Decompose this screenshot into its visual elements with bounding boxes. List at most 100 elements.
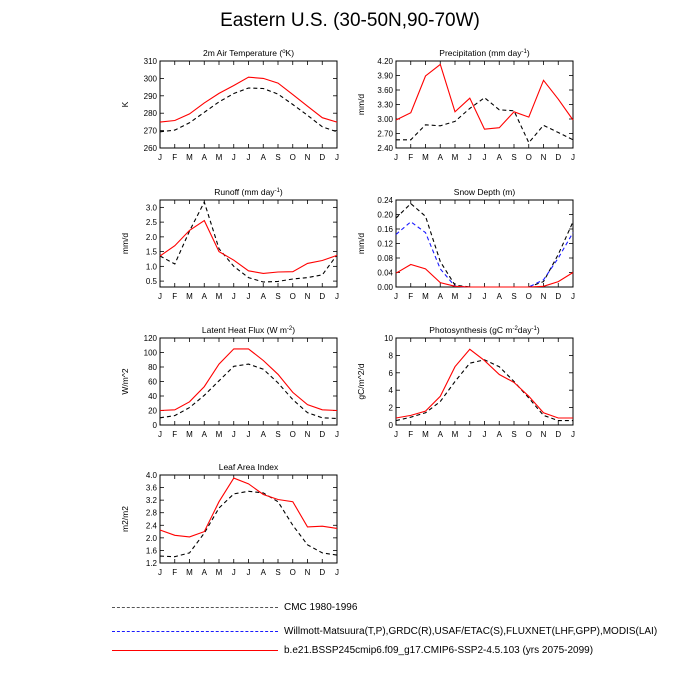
title-superscript: -2 bbox=[512, 326, 518, 332]
x-tick-label: J bbox=[483, 292, 487, 301]
title-segment: Photosynthesis (gC m bbox=[429, 325, 512, 335]
x-tick-label: M bbox=[186, 430, 193, 439]
x-tick-label: N bbox=[541, 153, 547, 162]
series-line-obs-black bbox=[395, 359, 573, 422]
x-tick-label: M bbox=[452, 153, 459, 162]
x-tick-label: O bbox=[290, 153, 296, 162]
y-tick-label: 270 bbox=[144, 127, 158, 136]
x-tick-label: J bbox=[571, 292, 575, 301]
series-line-obs-black bbox=[159, 200, 338, 283]
x-tick-label: D bbox=[319, 430, 325, 439]
panel-title: Latent Heat Flux (W m-2) bbox=[202, 325, 295, 335]
y-axis-label: mm/d bbox=[356, 94, 366, 116]
x-tick-label: A bbox=[202, 153, 208, 162]
plot-frame bbox=[159, 337, 338, 426]
y-tick-label: 3.90 bbox=[377, 72, 393, 81]
x-tick-label: A bbox=[438, 292, 444, 301]
title-segment: Leaf Area Index bbox=[219, 462, 279, 472]
x-tick-label: J bbox=[232, 568, 236, 577]
y-tick-label: 0.5 bbox=[146, 277, 158, 286]
series-line-obs-black bbox=[159, 363, 338, 420]
x-tick-label: J bbox=[335, 153, 339, 162]
y-tick-label: 4.0 bbox=[146, 471, 158, 480]
series-line-model bbox=[159, 477, 338, 538]
y-tick-label: 60 bbox=[148, 378, 157, 387]
panel-title: Photosynthesis (gC m-2day-1) bbox=[429, 325, 540, 335]
series-line-model bbox=[159, 219, 338, 274]
legend-swatch-model bbox=[112, 650, 278, 651]
x-tick-label: N bbox=[305, 430, 311, 439]
x-tick-label: D bbox=[319, 568, 325, 577]
x-tick-label: A bbox=[438, 430, 444, 439]
x-tick-label: D bbox=[555, 430, 561, 439]
legend-item-cmc: CMC 1980-1996 bbox=[112, 601, 692, 615]
legend-item-model: b.e21.BSSP245cmip6.f09_g17.CMIP6-SSP2-4.… bbox=[112, 644, 692, 658]
y-axis-label: m2/m2 bbox=[120, 506, 130, 532]
x-tick-label: J bbox=[394, 292, 398, 301]
x-tick-label: F bbox=[408, 292, 413, 301]
x-tick-label: J bbox=[158, 153, 162, 162]
y-tick-label: 20 bbox=[148, 407, 157, 416]
series-line-obs-black bbox=[159, 490, 338, 558]
x-tick-label: M bbox=[216, 153, 223, 162]
x-tick-label: M bbox=[216, 568, 223, 577]
x-tick-label: F bbox=[172, 153, 177, 162]
panel-leaf-area-index: Leaf Area Index m2/m2 1.2 1.6 2.0 2.4 2.8 3.2 3.… bbox=[120, 462, 339, 577]
y-tick-label: 2.0 bbox=[146, 534, 158, 543]
x-tick-label: N bbox=[541, 292, 547, 301]
x-tick-label: J bbox=[247, 568, 251, 577]
y-tick-label: 1.5 bbox=[146, 248, 158, 257]
x-tick-label: S bbox=[511, 430, 516, 439]
panel-title: Leaf Area Index bbox=[219, 462, 279, 472]
y-tick-label: 80 bbox=[148, 363, 157, 372]
title-superscript: -2 bbox=[287, 326, 293, 332]
x-tick-label: N bbox=[305, 568, 311, 577]
panel-title: Snow Depth (m) bbox=[454, 187, 516, 197]
title-segment: K) bbox=[286, 48, 295, 58]
series-line-obs-black bbox=[159, 87, 338, 133]
plot-frame bbox=[159, 199, 338, 288]
legend-label-cmc: CMC 1980-1996 bbox=[284, 602, 358, 613]
x-tick-label: A bbox=[261, 430, 267, 439]
y-tick-label: 310 bbox=[144, 57, 158, 66]
panel-title: Precipitation (mm day-1) bbox=[439, 48, 530, 58]
y-tick-label: 300 bbox=[144, 74, 158, 83]
y-tick-label: 6 bbox=[389, 369, 394, 378]
x-tick-label: J bbox=[394, 153, 398, 162]
x-tick-label: A bbox=[497, 153, 503, 162]
panel-snow-depth: Snow Depth (m) mm/d 0.00 0.04 0.08 0.12 0.16 0.… bbox=[356, 187, 575, 301]
y-tick-label: 2.70 bbox=[377, 130, 393, 139]
title-segment: ) bbox=[280, 187, 283, 197]
y-tick-label: 40 bbox=[148, 392, 157, 401]
legend-swatch-obs bbox=[112, 631, 278, 632]
y-tick-label: 0 bbox=[153, 421, 158, 430]
x-tick-label: S bbox=[511, 292, 516, 301]
y-tick-label: 280 bbox=[144, 109, 158, 118]
y-tick-label: 3.60 bbox=[377, 86, 393, 95]
x-tick-label: F bbox=[172, 292, 177, 301]
y-tick-label: 3.6 bbox=[146, 484, 158, 493]
y-tick-label: 8 bbox=[389, 351, 394, 360]
x-tick-label: J bbox=[571, 153, 575, 162]
x-tick-label: J bbox=[335, 568, 339, 577]
y-axis-label: mm/d bbox=[120, 233, 130, 255]
x-tick-label: O bbox=[526, 292, 532, 301]
x-tick-label: J bbox=[335, 292, 339, 301]
y-tick-label: 0.16 bbox=[377, 225, 393, 234]
x-tick-label: M bbox=[186, 568, 193, 577]
y-tick-label: 0.00 bbox=[377, 283, 393, 292]
y-tick-label: 0.24 bbox=[377, 196, 393, 205]
title-superscript: -1 bbox=[532, 326, 538, 332]
x-tick-label: J bbox=[158, 568, 162, 577]
x-tick-label: J bbox=[483, 153, 487, 162]
x-tick-label: J bbox=[232, 292, 236, 301]
series-line-model bbox=[159, 76, 338, 123]
panel-precipitation: Precipitation (mm day-1) mm/d 2.40 2.70 3.00… bbox=[356, 48, 575, 162]
x-tick-label: F bbox=[408, 430, 413, 439]
x-tick-label: J bbox=[232, 153, 236, 162]
x-tick-label: O bbox=[526, 430, 532, 439]
x-tick-label: M bbox=[186, 153, 193, 162]
x-tick-label: A bbox=[202, 430, 208, 439]
x-tick-label: S bbox=[275, 292, 280, 301]
